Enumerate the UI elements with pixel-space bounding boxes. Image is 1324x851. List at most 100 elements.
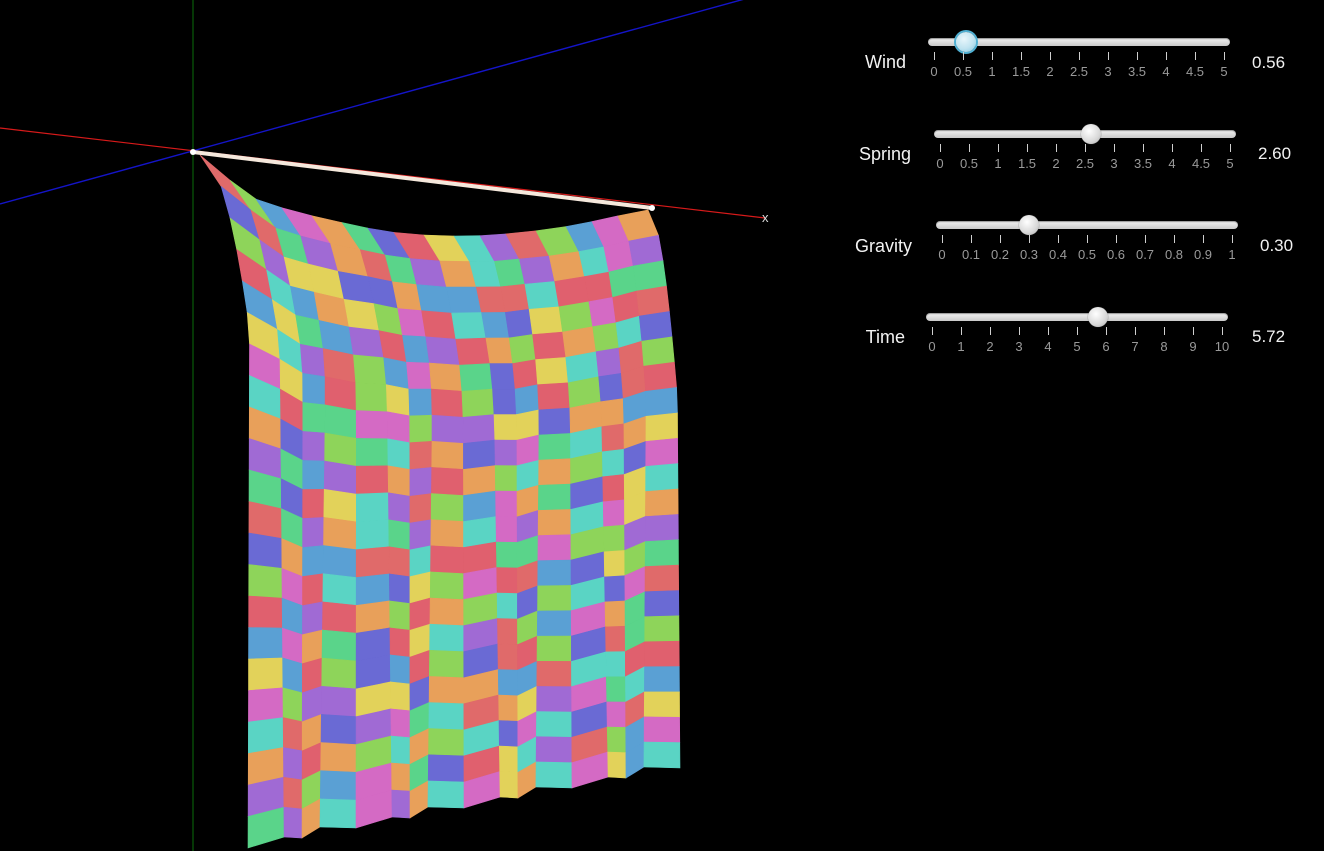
cloth-cell [409, 519, 432, 551]
spring-tick-label: 0 [936, 156, 944, 171]
time-tick-label: 5 [1073, 339, 1081, 354]
cloth-cell [409, 545, 432, 578]
cloth-cell [282, 687, 303, 723]
gravity-tick [1029, 235, 1030, 243]
cloth-cell [532, 331, 567, 360]
cloth-cell [427, 754, 465, 783]
cloth-cell [355, 465, 389, 495]
spring-tick [940, 144, 941, 152]
cloth-cell [485, 337, 514, 364]
cloth-cell [355, 492, 390, 523]
cloth-cell [504, 308, 533, 339]
time-tick [961, 327, 962, 335]
cloth-cell [299, 343, 326, 378]
gravity-tick-label: 0 [938, 247, 946, 262]
gravity-slider-thumb[interactable] [1019, 215, 1039, 235]
time-slider[interactable] [926, 307, 1228, 327]
time-ticks: 0 1 2 3 4 5 6 7 8 9 10 [926, 327, 1229, 354]
cloth-cell [302, 402, 326, 434]
z-axis-line [0, 0, 744, 205]
spring-tick [1114, 144, 1115, 152]
cloth-cell [430, 519, 464, 548]
cloth-cell [320, 742, 357, 773]
cloth-cell [500, 283, 530, 313]
cloth-cell [645, 412, 678, 442]
spring-ticks: 0 0.5 1 1.5 2 2.5 3 3.5 4 4.5 5 [934, 144, 1236, 171]
gravity-tick [1203, 235, 1204, 243]
cloth-cell [606, 726, 627, 754]
cloth-cell [302, 488, 325, 519]
time-tick-label: 2 [986, 339, 994, 354]
3d-viewport[interactable]: x [0, 0, 820, 851]
cloth-scene[interactable]: x [0, 0, 820, 851]
time-tick-label: 9 [1189, 339, 1197, 354]
cloth-cell [645, 437, 679, 467]
wind-tick-label: 2 [1046, 64, 1054, 79]
cloth-cell [355, 546, 390, 578]
cloth-cell [409, 440, 433, 470]
gravity-slider[interactable] [936, 215, 1238, 235]
spring-tick [1172, 144, 1173, 152]
spring-tick-label: 4.5 [1191, 156, 1211, 171]
cloth-cell [353, 354, 387, 386]
spring-tick-label: 3.5 [1133, 156, 1153, 171]
spring-slider-thumb[interactable] [1080, 124, 1101, 144]
time-tick [1077, 327, 1078, 335]
time-tick [1135, 327, 1136, 335]
cloth-cell [282, 657, 303, 694]
wind-tick-label: 1.5 [1011, 64, 1031, 79]
cloth-cell [535, 761, 573, 789]
cloth-cell [645, 463, 679, 492]
cloth-cell [248, 627, 283, 660]
cloth-rod [191, 150, 654, 210]
wind-tick [1224, 52, 1225, 60]
cloth-cell [588, 297, 617, 328]
wind-tick-label: 1 [988, 64, 996, 79]
cloth-cell [602, 474, 625, 503]
cloth-cell [528, 306, 563, 335]
cloth-cell [602, 499, 625, 528]
cloth-cell [535, 357, 569, 386]
cloth-cell [408, 388, 433, 417]
cloth-cell [499, 771, 519, 799]
cloth-cell [604, 600, 626, 628]
cloth-cell [644, 666, 680, 693]
time-slider-thumb[interactable] [1087, 307, 1108, 327]
time-tick [1048, 327, 1049, 335]
cloth-cell [578, 246, 610, 277]
gravity-tick-label: 0.9 [1193, 247, 1213, 262]
cloth-cell [605, 625, 626, 653]
wind-slider-thumb[interactable] [956, 32, 977, 52]
cloth-cell [429, 623, 465, 653]
spring-tick-label: 2 [1052, 156, 1060, 171]
gravity-control: Gravity 0 0.1 0.2 0.3 0.4 0.5 0.6 0.7 0.8 0.9 1 0.… [840, 215, 1324, 276]
wind-tick [934, 52, 935, 60]
cloth-cell [638, 311, 673, 342]
cloth-cell [389, 600, 411, 631]
wind-tick [1021, 52, 1022, 60]
cloth-cell [538, 458, 571, 486]
time-tick-label: 8 [1160, 339, 1168, 354]
cloth-cell [519, 255, 556, 285]
time-tick [1019, 327, 1020, 335]
cloth-cell [495, 516, 518, 543]
cloth-cell [451, 312, 487, 340]
time-tick [1106, 327, 1107, 335]
gravity-tick-label: 0.7 [1135, 247, 1155, 262]
cloth-cell [388, 573, 411, 604]
time-tick-label: 6 [1102, 339, 1110, 354]
cloth-cell [463, 490, 497, 522]
cloth-cell [605, 676, 626, 703]
cloth-cell [248, 564, 283, 599]
wind-tick [1079, 52, 1080, 60]
cloth-cell [302, 545, 324, 577]
cloth-cell [390, 681, 411, 712]
cloth-cell [643, 741, 681, 769]
cloth-cell [606, 701, 627, 728]
cloth-cell [409, 467, 433, 497]
cloth-cell [409, 493, 432, 524]
wind-tick-label: 2.5 [1069, 64, 1089, 79]
spring-slider[interactable] [934, 124, 1236, 144]
cloth-cell [248, 657, 284, 691]
wind-slider[interactable] [928, 32, 1230, 52]
